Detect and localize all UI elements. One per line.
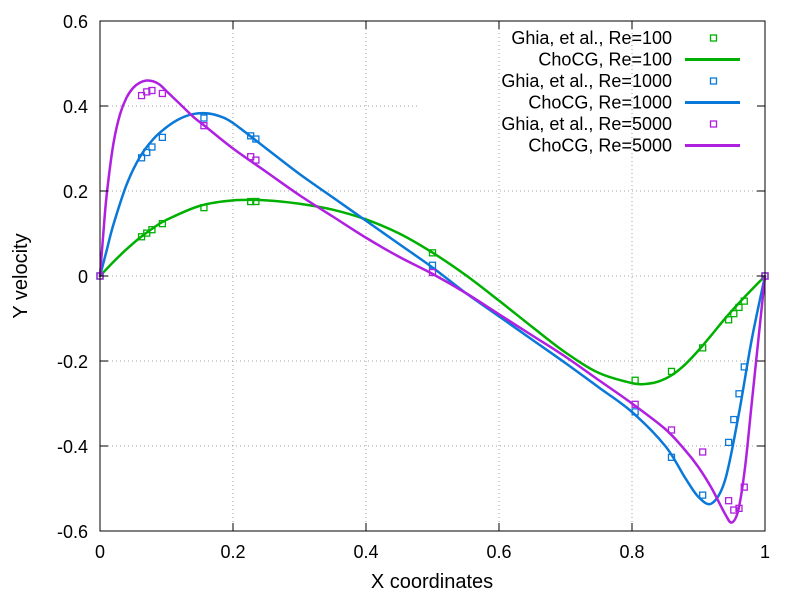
legend-label: Ghia, et al., Re=5000 [501, 114, 672, 134]
series-chocg-re-100 [98, 198, 767, 386]
series-line [98, 111, 767, 506]
legend-label: Ghia, et al., Re=100 [511, 28, 672, 48]
x-tick-label: 0.2 [220, 542, 245, 562]
series-chocg-re-5000 [98, 79, 767, 524]
data-point [252, 197, 260, 206]
data-point [724, 497, 733, 505]
y-tick-label: 0 [78, 267, 88, 287]
x-tick-label: 0.8 [619, 542, 644, 562]
y-tick-label: -0.4 [57, 437, 88, 457]
series-chocg-re-1000 [98, 111, 767, 506]
data-point [158, 89, 167, 98]
legend-item-chocg-re-5000: ChoCG, Re=5000 [528, 136, 740, 156]
data-point [158, 133, 167, 142]
data-point [148, 86, 156, 95]
data-point [137, 233, 146, 241]
legend-point-sample [709, 77, 718, 85]
series-line [98, 198, 767, 386]
data-point [428, 249, 437, 257]
legend-item-chocg-re-100: ChoCG, Re=100 [538, 50, 740, 70]
data-point [148, 143, 156, 151]
legend-item-chocg-re-1000: ChoCG, Re=1000 [528, 93, 740, 113]
legend-label: ChoCG, Re=100 [538, 50, 672, 70]
y-tick-label: 0.6 [63, 12, 88, 32]
legend-label: ChoCG, Re=1000 [528, 93, 672, 113]
data-point [724, 316, 733, 324]
legend-point-sample [709, 120, 718, 128]
y-axis-title: Y velocity [10, 233, 32, 318]
data-point [730, 506, 738, 514]
data-point [137, 91, 146, 100]
x-tick-label: 0.4 [353, 542, 378, 562]
data-point [252, 156, 260, 164]
x-tick-label: 0 [95, 542, 105, 562]
data-point [699, 491, 707, 499]
data-point [247, 197, 255, 206]
legend-item-ghia-et-al-re-100: Ghia, et al., Re=100 [511, 28, 718, 48]
legend-item-ghia-et-al-re-5000: Ghia, et al., Re=5000 [501, 114, 718, 134]
x-axis-title: X coordinates [371, 571, 493, 593]
data-point [667, 426, 676, 434]
data-point [724, 438, 733, 447]
data-point [699, 448, 707, 456]
data-point [200, 114, 208, 122]
x-tick-label: 0.6 [486, 542, 511, 562]
series-layer [96, 79, 769, 524]
legend-item-ghia-et-al-re-1000: Ghia, et al., Re=1000 [501, 71, 718, 91]
data-point [200, 122, 208, 130]
y-tick-label: -0.6 [57, 522, 88, 542]
legend-label: ChoCG, Re=5000 [528, 136, 672, 156]
y-tick-label: 0.2 [63, 182, 88, 202]
y-tick-label: 0.4 [63, 97, 88, 117]
series-line [98, 79, 767, 524]
legend-point-sample [709, 34, 718, 42]
x-tick-label: 1 [760, 542, 770, 562]
data-point [143, 88, 151, 96]
tick-layer: 0 0.2 0.4 0.6 0.8 1 -0.6 -0.4 -0.2 0 0.2 0.4 0.6 [57, 12, 770, 562]
legend-label: Ghia, et al., Re=1000 [501, 71, 672, 91]
y-tick-label: -0.2 [57, 352, 88, 372]
